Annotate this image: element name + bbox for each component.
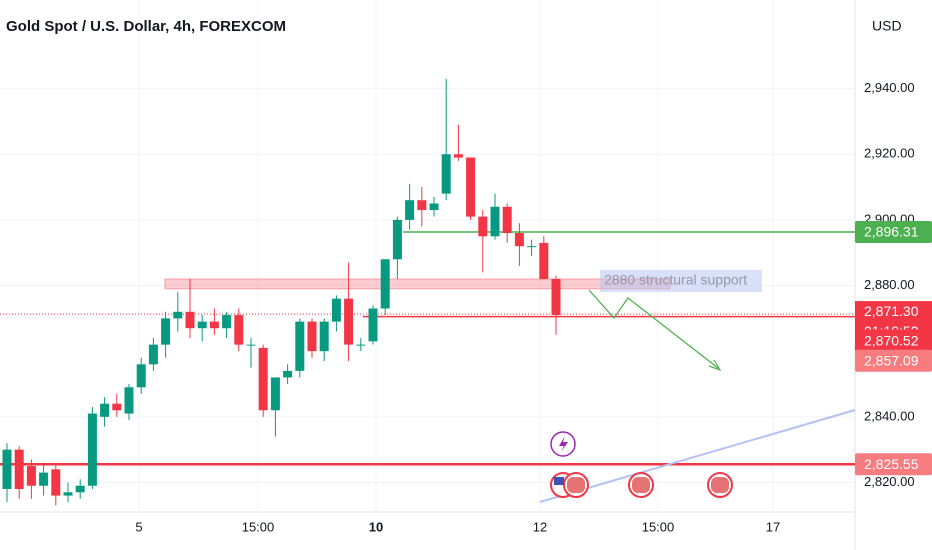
candle-body — [209, 321, 219, 329]
y-tick-label: 2,880.00 — [864, 277, 915, 292]
candle-body — [63, 492, 73, 496]
candle-body — [258, 347, 268, 411]
alert-badge-bg — [855, 349, 932, 372]
support-zone — [164, 278, 671, 290]
candle-body — [380, 259, 390, 309]
candle-body — [466, 157, 476, 217]
price-axis: 2,820.002,840.002,880.002,900.002,920.00… — [855, 80, 932, 489]
candle-body — [551, 278, 561, 316]
candle-body — [490, 206, 500, 237]
flags[interactable] — [550, 472, 733, 498]
candle-body — [112, 403, 122, 411]
level-badge: 2,896.31 — [864, 224, 919, 240]
trend-line — [539, 409, 856, 503]
candle-body — [502, 206, 512, 234]
candle-body — [222, 315, 232, 329]
x-tick-label: 12 — [533, 519, 547, 534]
candle-body — [478, 216, 488, 237]
x-tick-label: 15:00 — [642, 519, 675, 534]
candle-body — [319, 321, 329, 352]
x-tick-label: 5 — [135, 519, 142, 534]
y-tick-label: 2,820.00 — [864, 474, 915, 489]
plot: 2880 structural support — [0, 78, 855, 506]
candle-body — [39, 472, 49, 486]
candle-body — [405, 200, 415, 220]
level-badge-bg — [855, 453, 932, 476]
candle-body — [26, 466, 36, 486]
candle-body — [185, 311, 195, 329]
y-tick-label: 2,920.00 — [864, 146, 915, 161]
candle-body — [514, 233, 524, 247]
arrow-head — [708, 359, 722, 372]
level-badge-bg — [855, 329, 932, 352]
candle-body — [87, 413, 97, 486]
y-tick-label: 2,840.00 — [864, 408, 915, 423]
candle-body — [270, 377, 280, 411]
candle-body — [51, 469, 61, 496]
candle-body — [173, 311, 183, 319]
candle-body — [368, 308, 378, 342]
candle-body — [197, 321, 207, 329]
candle-body — [148, 344, 158, 365]
candle-body — [75, 485, 85, 493]
last-price: 2,871.30 — [864, 303, 919, 319]
candle-body — [331, 298, 341, 322]
candle-body — [307, 321, 317, 352]
candle-body — [136, 364, 146, 388]
candle-body — [100, 403, 110, 417]
projection-arrow — [588, 289, 719, 369]
candle-body — [539, 242, 549, 279]
candle-body — [527, 246, 537, 248]
currency: USD — [872, 18, 902, 34]
candle-body — [453, 154, 463, 158]
candle-body — [356, 344, 366, 346]
grid — [0, 0, 855, 512]
candle-body — [246, 344, 256, 346]
candle-body — [283, 370, 293, 378]
level-badge: 2,825.55 — [864, 456, 919, 472]
candle-body — [14, 449, 24, 490]
candle-body — [295, 321, 305, 371]
candle-body — [2, 449, 12, 490]
x-tick-label: 10 — [369, 519, 383, 534]
level-badge-bg — [855, 221, 932, 244]
candle-body — [441, 154, 451, 194]
candle-body — [429, 203, 439, 211]
y-tick-label: 2,940.00 — [864, 80, 915, 95]
candle-body — [392, 219, 402, 260]
lightning — [559, 436, 568, 452]
candle-body — [161, 318, 171, 345]
candle-body — [124, 387, 134, 414]
candle-body — [344, 298, 354, 345]
x-tick-label: 15:00 — [242, 519, 275, 534]
level-badge: 2,870.52 — [864, 332, 919, 348]
zone-label: 2880 structural support — [604, 272, 747, 288]
candle-body — [417, 200, 427, 211]
chart-title: Gold Spot / U.S. Dollar, 4h, FOREXCOM — [6, 18, 286, 35]
alert-badge: 2,857.09 — [864, 352, 919, 368]
x-tick-label: 17 — [766, 519, 780, 534]
zone-label-bg — [600, 269, 762, 292]
candle-body — [234, 315, 244, 345]
